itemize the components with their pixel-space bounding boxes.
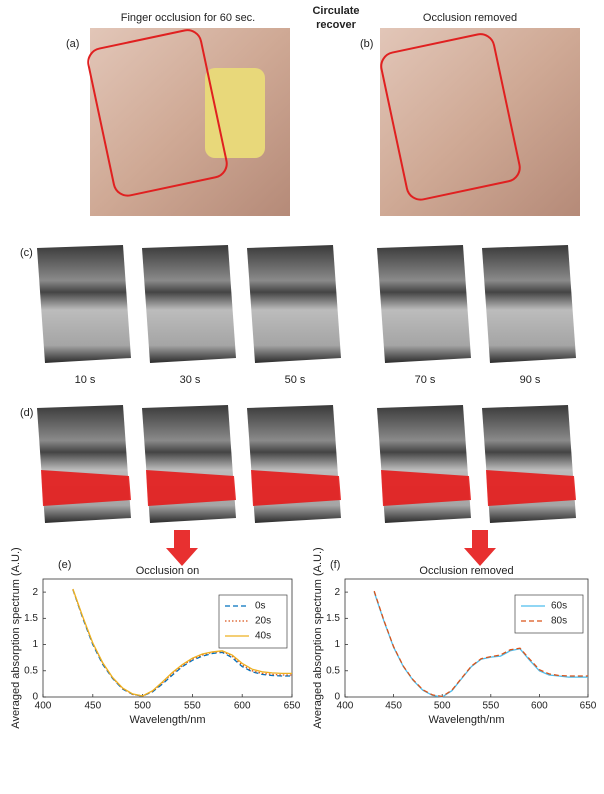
header-right: Occlusion removed bbox=[423, 12, 517, 24]
y-tick-label: 1 bbox=[32, 639, 38, 650]
roi-overlay bbox=[41, 470, 131, 506]
legend-label: 0s bbox=[255, 601, 266, 612]
x-tick-label: 500 bbox=[134, 701, 151, 712]
y-tick-label: 0 bbox=[32, 692, 38, 703]
nir-image bbox=[142, 245, 236, 363]
photo bbox=[380, 28, 580, 216]
arrow bbox=[166, 530, 198, 566]
x-axis-label: Wavelength/nm bbox=[428, 714, 504, 726]
roi-overlay bbox=[146, 470, 236, 506]
x-tick-label: 600 bbox=[531, 701, 548, 712]
legend-label: 20s bbox=[255, 616, 271, 627]
chart-title: Occlusion on bbox=[136, 565, 200, 577]
x-tick-label: 550 bbox=[482, 701, 499, 712]
time-label: 30 s bbox=[180, 374, 201, 386]
roi-box bbox=[87, 29, 228, 197]
time-label: 50 s bbox=[285, 374, 306, 386]
nir-image bbox=[377, 245, 471, 363]
x-tick-label: 450 bbox=[385, 701, 402, 712]
panel-label: (e) bbox=[58, 559, 71, 571]
legend-box bbox=[218, 594, 288, 649]
photo-a bbox=[87, 28, 290, 216]
x-tick-label: 450 bbox=[84, 701, 101, 712]
roi-overlay bbox=[381, 470, 471, 506]
series-line bbox=[72, 588, 292, 697]
header-center: recover bbox=[316, 19, 356, 31]
y-tick-label: 1 bbox=[334, 639, 340, 650]
roi-overlay bbox=[251, 470, 341, 506]
legend-label: 60s bbox=[551, 601, 567, 612]
x-tick-label: 500 bbox=[434, 701, 451, 712]
x-tick-label: 550 bbox=[184, 701, 201, 712]
roi-overlay bbox=[486, 470, 576, 506]
y-tick-label: 2 bbox=[32, 587, 38, 598]
time-label: 70 s bbox=[415, 374, 436, 386]
y-tick-label: 0.5 bbox=[326, 665, 340, 676]
panel-label: (b) bbox=[360, 38, 373, 50]
y-tick-label: 2 bbox=[334, 587, 340, 598]
panel-label: (d) bbox=[20, 407, 33, 419]
header-center: Circulate bbox=[312, 5, 359, 17]
y-tick-label: 0.5 bbox=[24, 665, 38, 676]
y-axis-label: Averaged absorption spectrum (A.U.) bbox=[312, 547, 324, 728]
chart-title: Occlusion removed bbox=[419, 565, 513, 577]
x-tick-label: 400 bbox=[35, 701, 52, 712]
header-left: Finger occlusion for 60 sec. bbox=[121, 12, 256, 24]
panel-label: (f) bbox=[330, 559, 340, 571]
photo-b bbox=[380, 28, 580, 216]
arrow bbox=[464, 530, 496, 566]
x-tick-label: 650 bbox=[284, 701, 301, 712]
roi-box bbox=[380, 33, 521, 201]
x-axis-label: Wavelength/nm bbox=[129, 714, 205, 726]
nir-image bbox=[482, 245, 576, 363]
legend-box bbox=[514, 594, 584, 634]
y-tick-label: 1.5 bbox=[24, 613, 38, 624]
tube bbox=[205, 68, 265, 158]
nir-image bbox=[37, 245, 131, 363]
time-label: 90 s bbox=[520, 374, 541, 386]
panel-label: (a) bbox=[66, 38, 79, 50]
image-tiles: 10 s 30 s 50 s 70 s 90 s bbox=[37, 245, 576, 523]
y-axis-label: Averaged absorption spectrum (A.U.) bbox=[10, 547, 22, 728]
y-tick-label: 1.5 bbox=[326, 613, 340, 624]
time-label: 10 s bbox=[75, 374, 96, 386]
legend-label: 40s bbox=[255, 631, 271, 642]
panel-label: (c) bbox=[20, 247, 33, 259]
y-tick-label: 0 bbox=[334, 692, 340, 703]
charts: Occlusion on Wavelength/nm Averaged absorp… bbox=[10, 547, 597, 728]
legend-label: 80s bbox=[551, 616, 567, 627]
x-tick-label: 650 bbox=[580, 701, 597, 712]
nir-image bbox=[247, 245, 341, 363]
x-tick-label: 400 bbox=[337, 701, 354, 712]
series-line bbox=[373, 590, 588, 698]
x-tick-label: 600 bbox=[234, 701, 251, 712]
